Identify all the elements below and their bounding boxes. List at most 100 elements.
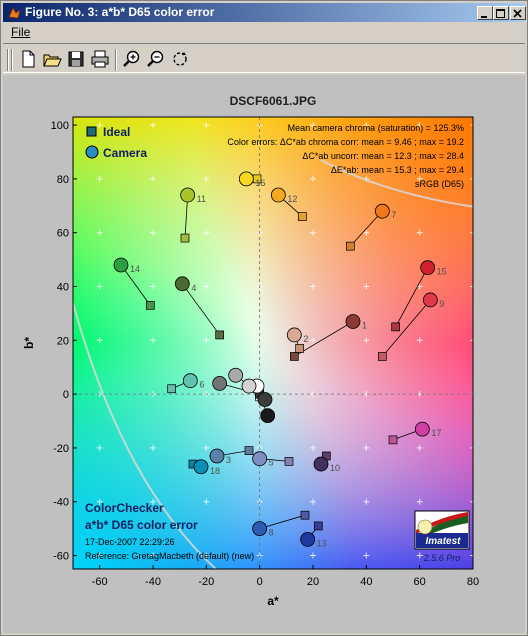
grid-plus-marker (310, 552, 316, 559)
new-file-button[interactable] (17, 48, 39, 70)
legend-ideal-label: Ideal (103, 125, 130, 139)
info-chroma-uncorr: ΔC*ab uncorr: mean = 12.3 ; max = 28.4 (302, 151, 464, 161)
grid-plus-marker (96, 498, 103, 505)
logo-version: 2.5.6 Pro (423, 553, 461, 563)
bottom-caption: ColorChecker a*b* D65 color error 17-Dec… (85, 501, 254, 561)
imatest-logo: Imatest 2.5.6 Pro (414, 510, 470, 563)
maximize-button[interactable] (493, 6, 509, 20)
gamut-curve-upper (320, 159, 473, 208)
grid-plus-marker (203, 337, 210, 344)
patch-number-label: 17 (431, 428, 441, 438)
grid-plus-marker (203, 122, 210, 129)
ideal-marker (284, 457, 294, 466)
minimize-button[interactable] (477, 6, 493, 20)
grid-plus-marker (470, 175, 473, 182)
ideal-marker (215, 330, 225, 340)
patch-number-label: 11 (197, 194, 206, 204)
camera-marker (270, 187, 286, 203)
zoom-in-button[interactable] (121, 48, 143, 70)
grid-plus-marker (416, 552, 423, 559)
patch-number-label: 5 (269, 458, 274, 468)
x-axis-label: a* (267, 594, 279, 608)
x-tick-label: 80 (467, 576, 479, 588)
ideal-marker (300, 510, 310, 520)
zoom-in-icon (123, 50, 140, 67)
camera-marker (414, 421, 430, 437)
camera-marker (238, 171, 254, 187)
minimize-icon (481, 16, 487, 18)
camera-marker (180, 187, 196, 203)
info-color-space: sRGB (D65) (415, 179, 464, 189)
camera-marker (420, 260, 436, 276)
grid-plus-marker (203, 175, 210, 182)
caption-date: 17-Dec-2007 22:29:26 (85, 537, 175, 547)
grid-plus-marker (470, 283, 473, 290)
camera-marker (345, 314, 361, 329)
grid-plus-marker (310, 175, 316, 182)
camera-marker (241, 378, 257, 394)
patch-number-label: 3 (226, 455, 231, 465)
camera-marker (182, 373, 198, 389)
grid-plus-marker (150, 444, 156, 451)
menu-file[interactable]: File (11, 25, 30, 39)
error-line (182, 283, 220, 336)
zero-axis-lines (73, 117, 473, 569)
camera-marker (209, 448, 225, 464)
x-tick-label: -60 (92, 576, 108, 588)
rotate-button[interactable] (169, 48, 191, 70)
x-tick-label: 40 (360, 576, 372, 588)
title-bar[interactable]: Figure No. 3: a*b* D65 color error (3, 3, 526, 22)
patch-number-label: 18 (210, 466, 220, 476)
grid-plus-marker (363, 498, 370, 505)
open-button[interactable] (41, 48, 63, 70)
error-line (259, 514, 306, 530)
grid-plus-marker (470, 552, 473, 559)
maximize-icon (496, 9, 505, 18)
grid-plus-marker (363, 337, 370, 344)
grid-plus-marker (310, 498, 316, 505)
camera-marker (422, 292, 438, 308)
y-axis-ticks: -60 -40 -20 0 20 40 60 80 100 (51, 120, 77, 563)
grid-plus-marker (96, 122, 103, 129)
zoom-out-button[interactable] (145, 48, 167, 70)
window-title: Figure No. 3: a*b* D65 color error (25, 5, 215, 19)
grid-plus-marker (310, 122, 316, 129)
logo-sun (417, 519, 433, 535)
y-tick-label: 80 (57, 174, 69, 186)
patch-number-label: 4 (191, 283, 196, 293)
grid-plus-marker (203, 229, 210, 236)
grid-plus-marker (363, 552, 370, 559)
camera-marker (228, 367, 244, 383)
print-button[interactable] (89, 48, 111, 70)
close-button[interactable] (510, 6, 526, 20)
grid-plus-marker (416, 122, 423, 129)
legend-camera-marker (85, 145, 99, 159)
grid-plus-marker (150, 229, 156, 236)
patch-number-label: 15 (437, 267, 447, 277)
camera-marker (193, 459, 209, 475)
grid-plus-marker (96, 337, 103, 344)
patch-number-label: 7 (391, 210, 396, 220)
grid-plus-marker (150, 552, 156, 559)
caption-subtitle: a*b* D65 color error (85, 518, 198, 532)
x-tick-label: 60 (414, 576, 426, 588)
plot-frame (72, 116, 474, 570)
save-button[interactable] (65, 48, 87, 70)
x-tick-label: 20 (307, 576, 319, 588)
grid-plus-marker (416, 229, 423, 236)
info-text: Mean camera chroma (saturation) = 125.3%… (227, 123, 464, 189)
y-tick-label: -60 (53, 551, 69, 563)
grid-plus-marker (203, 444, 210, 451)
ideal-marker (180, 233, 190, 243)
grid-plus-marker (470, 122, 473, 129)
zoom-out-icon (147, 50, 164, 67)
legend-camera-label: Camera (103, 146, 147, 160)
grid-plus-marker (150, 498, 156, 505)
camera-marker (113, 257, 129, 273)
close-icon (513, 9, 522, 18)
grid-plus-marker (150, 175, 156, 182)
grid-plus-marker (96, 552, 103, 559)
y-tick-label: 40 (57, 282, 69, 294)
